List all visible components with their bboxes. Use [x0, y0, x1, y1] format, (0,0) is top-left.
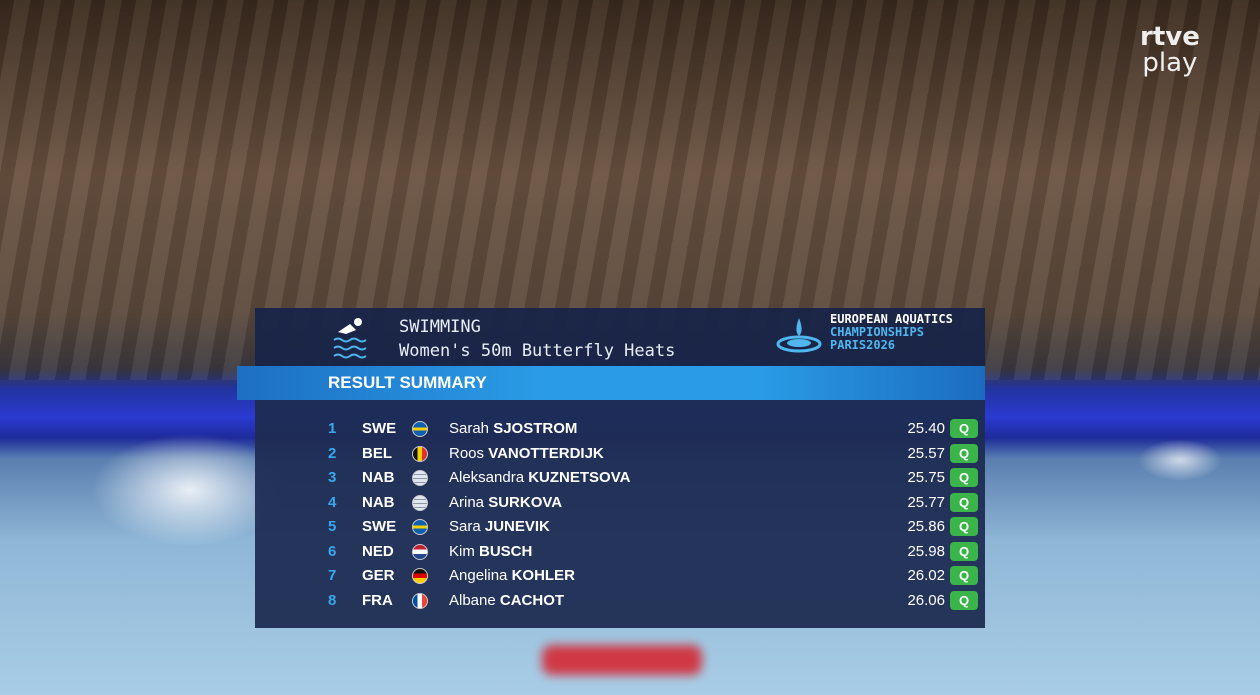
first-name: Arina	[449, 493, 485, 511]
time: 25.75	[907, 469, 945, 486]
blurred-caption	[542, 645, 702, 675]
first-name: Angelina	[449, 567, 508, 584]
rank: 3	[328, 469, 337, 486]
last-name: VANOTTERDIJK	[488, 444, 604, 462]
last-name: BUSCH	[479, 542, 533, 560]
qualified-badge: Q	[950, 517, 978, 536]
section-title: RESULT SUMMARY	[328, 373, 487, 392]
athlete: Aleksandra KUZNETSOVA	[449, 469, 630, 486]
last-name: CACHOT	[499, 591, 565, 609]
result-row: 7 GER Angelina KOHLER 26.02 Q	[0, 564, 1260, 588]
time: 26.06	[907, 591, 945, 609]
rank: 1	[328, 420, 337, 437]
first-name: Sara	[449, 518, 481, 535]
flag	[412, 445, 428, 462]
time: 26.02	[907, 567, 945, 584]
country: SWE	[362, 518, 397, 535]
flag	[412, 592, 428, 609]
qualified-badge: Q	[950, 492, 978, 512]
athlete: Kim BUSCH	[449, 543, 532, 560]
first-name: Aleksandra	[449, 469, 525, 486]
result-row: 1 SWE Sarah SJOSTROM 25.40 Q	[0, 417, 1260, 441]
logo-line: rtve	[1140, 22, 1200, 52]
rank: 5	[328, 518, 337, 535]
first-name: Roos	[449, 444, 485, 462]
section-bar	[237, 366, 985, 400]
country: SWE	[362, 420, 397, 437]
country: GER	[362, 567, 395, 584]
flag	[412, 470, 428, 486]
qualified-badge: Q	[950, 590, 978, 610]
results-panel	[255, 400, 985, 628]
country: FRA	[362, 591, 393, 609]
qualified-badge: Q	[950, 541, 978, 561]
athlete: Roos VANOTTERDIJK	[449, 445, 604, 462]
flag	[412, 543, 428, 560]
result-row: 4 NAB Arina SURKOVA 25.77 Q	[0, 491, 1260, 515]
first-name: Sarah	[449, 420, 490, 437]
country: NED	[362, 542, 394, 560]
athlete: Albane CACHOT	[449, 592, 564, 609]
time: 25.77	[907, 493, 945, 511]
first-name: Kim	[449, 542, 475, 560]
rank: 6	[328, 542, 337, 560]
time: 25.57	[907, 444, 945, 462]
athlete: Angelina KOHLER	[449, 567, 575, 584]
country: NAB	[362, 493, 395, 511]
result-row: 3 NAB Aleksandra KUZNETSOVA 25.75 Q	[0, 466, 1260, 490]
result-row: 5 SWE Sara JUNEVIK 25.86 Q	[0, 515, 1260, 539]
athlete: Arina SURKOVA	[449, 494, 562, 511]
rank: 7	[328, 567, 337, 584]
flag	[412, 421, 428, 437]
champ-line: EUROPEAN AQUATICS	[830, 312, 953, 326]
result-row: 8 FRA Albane CACHOT 26.06 Q	[0, 589, 1260, 613]
logo-line: play	[1142, 48, 1198, 78]
first-name: Albane	[449, 591, 496, 609]
qualified-badge: Q	[950, 419, 978, 438]
result-row: 6 NED Kim BUSCH 25.98 Q	[0, 540, 1260, 564]
time: 25.40	[907, 420, 945, 437]
last-name: SURKOVA	[488, 493, 563, 511]
event-title: Women's 50m Butterfly Heats	[399, 341, 676, 361]
graphic-header	[255, 308, 985, 366]
country: NAB	[362, 469, 395, 486]
country: BEL	[362, 444, 392, 462]
rank: 4	[328, 493, 337, 511]
flag	[412, 519, 428, 535]
last-name: KOHLER	[511, 567, 575, 584]
flag	[412, 494, 428, 511]
swimming-icon	[333, 318, 367, 359]
champ-line: PARIS2026	[830, 338, 896, 352]
broadcaster-logo: rtve play	[1140, 24, 1200, 76]
athlete: Sarah SJOSTROM	[449, 420, 577, 437]
last-name: JUNEVIK	[484, 518, 550, 535]
last-name: KUZNETSOVA	[528, 469, 631, 486]
result-row: 2 BEL Roos VANOTTERDIJK 25.57 Q	[0, 442, 1260, 466]
qualified-badge: Q	[950, 468, 978, 487]
qualified-badge: Q	[950, 443, 978, 463]
time: 25.86	[907, 518, 945, 535]
time: 25.98	[907, 542, 945, 560]
rank: 8	[328, 591, 337, 609]
championship-emblem	[776, 318, 822, 353]
athlete: Sara JUNEVIK	[449, 518, 550, 535]
champ-line: CHAMPIONSHIPS	[830, 325, 924, 339]
sport-title: SWIMMING	[399, 317, 481, 337]
qualified-badge: Q	[950, 566, 978, 585]
last-name: SJOSTROM	[493, 420, 578, 437]
flag	[412, 568, 428, 584]
championship-logo: EUROPEAN AQUATICS CHAMPIONSHIPS PARIS202…	[830, 313, 953, 352]
rank: 2	[328, 444, 337, 462]
